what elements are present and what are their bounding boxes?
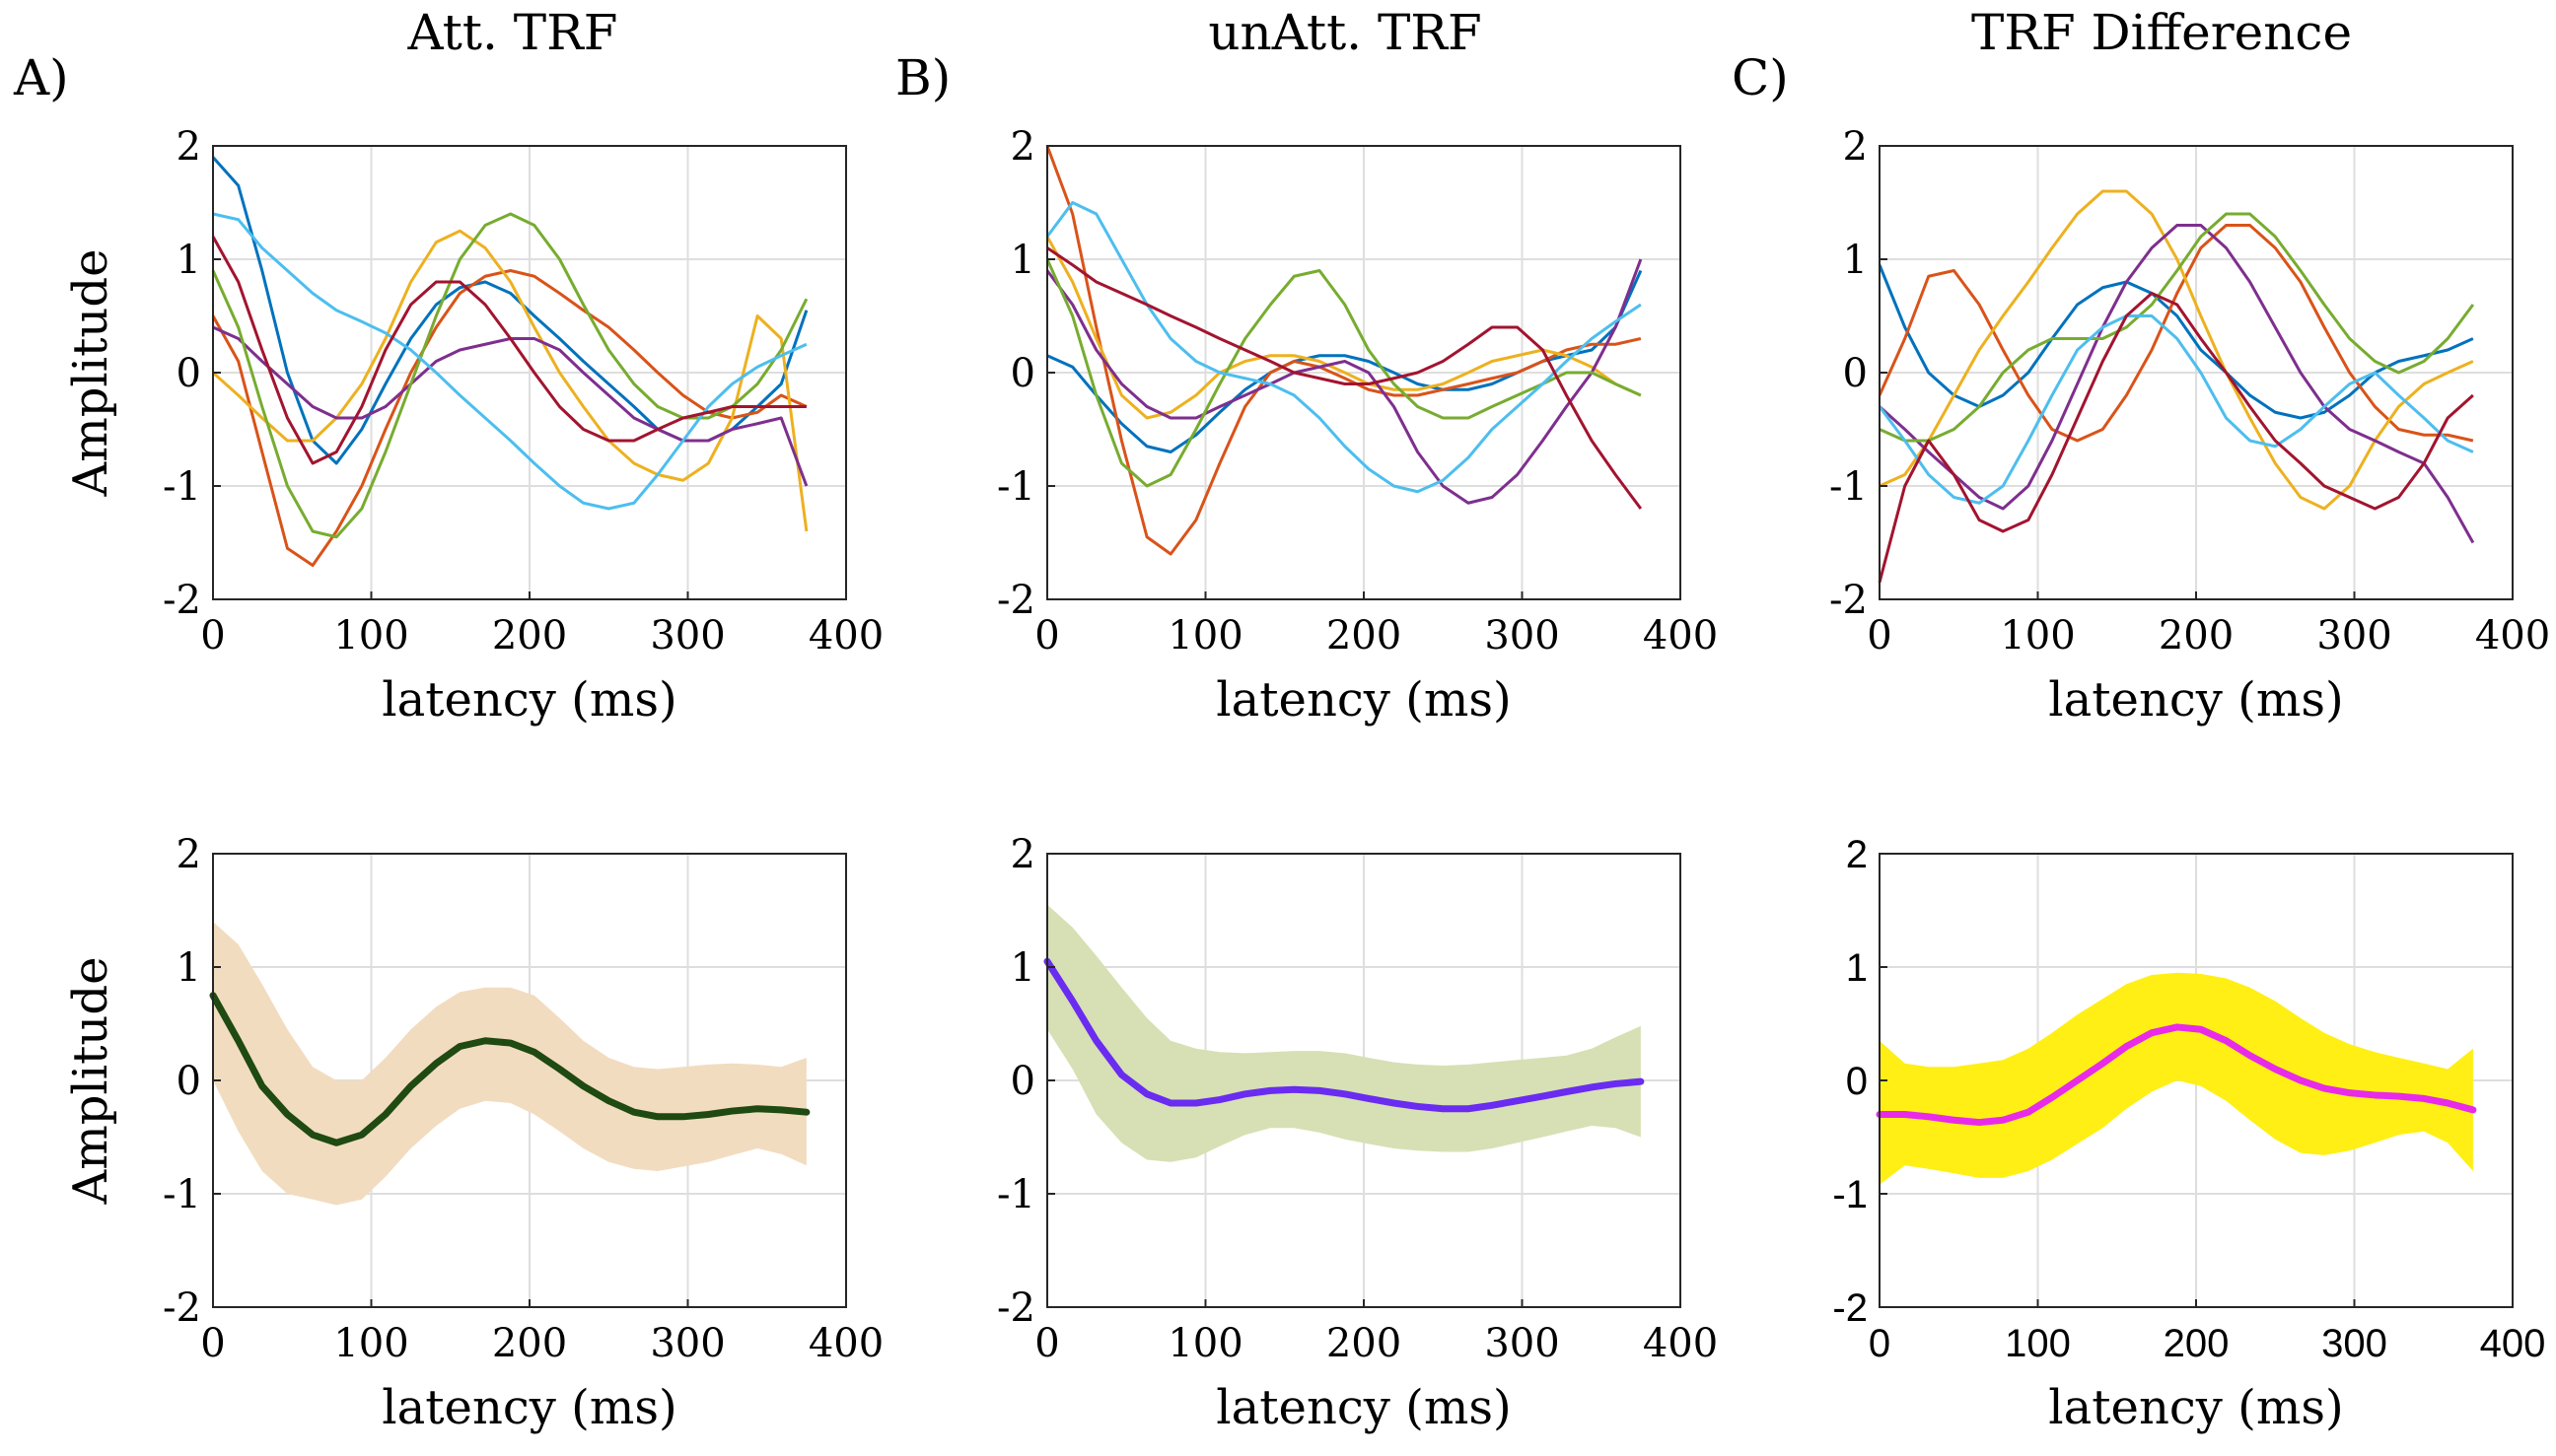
series-line-4: [1045, 258, 1643, 505]
x-tick-label: 0: [1867, 613, 1891, 659]
x-tick-label: 200: [1326, 1321, 1401, 1366]
x-tick-label: 300: [1484, 1321, 1559, 1366]
y-tick-label: 0: [1011, 1059, 1035, 1104]
confidence-band: [1047, 904, 1641, 1162]
att-trf-mean-plot: 0 100 200 300 400 -2 -1 0 1 2 latency (ms) Amplitud…: [63, 832, 884, 1435]
att-trf-subjects-plot: 0 100 200 300 400 -2 -1 0 1 2 latency (ms) Amplitud…: [63, 124, 884, 728]
x-axis-label: latency (ms): [382, 672, 676, 728]
x-tick-label: 100: [1168, 1321, 1242, 1366]
x-tick-label: 100: [333, 613, 408, 659]
unatt-trf-mean-plot: 0 100 200 300 400 -2 -1 0 1 2 latency (ms): [997, 832, 1718, 1435]
y-tick-label: 1: [1846, 946, 1868, 990]
series-line-7: [211, 236, 807, 465]
y-tick-label: -1: [163, 1172, 201, 1217]
y-tick-label: -2: [163, 1285, 201, 1331]
series-line-6: [1878, 314, 2474, 505]
y-tick-label: -1: [997, 1172, 1035, 1217]
y-tick-label: -2: [1832, 1286, 1868, 1330]
series-line-7: [1046, 246, 1643, 510]
y-tick-label: 2: [1846, 833, 1868, 876]
series-line-5: [211, 212, 809, 539]
y-tick-label: 2: [177, 124, 201, 170]
x-tick-label: 100: [1168, 613, 1242, 659]
series-line-2: [1878, 224, 2474, 443]
y-tick-label: 2: [177, 832, 201, 877]
y-tick-label: 0: [1011, 351, 1035, 396]
x-tick-label: 300: [1484, 613, 1559, 659]
x-tick-label: 300: [650, 613, 725, 659]
x-tick-label: 100: [2005, 1322, 2071, 1365]
x-tick-label: 0: [1034, 1321, 1059, 1366]
y-tick-label: -1: [163, 464, 201, 510]
trf-difference-mean-plot: 0 100 200 300 400 -2 -1 0 1 2 latency (ms): [1832, 833, 2545, 1435]
series-line-6: [212, 212, 808, 511]
x-tick-label: 400: [1643, 613, 1718, 659]
confidence-band: [1880, 972, 2473, 1185]
y-tick-label: -1: [1829, 464, 1868, 510]
column-title-diff: TRF Difference: [1971, 4, 2352, 61]
y-tick-label: 2: [1843, 124, 1868, 170]
unatt-trf-subjects-plot: 0 100 200 300 400 -2 -1 0 1 2 latency (ms): [997, 124, 1718, 728]
x-tick-label: 300: [650, 1321, 725, 1366]
y-tick-label: 1: [1011, 945, 1035, 991]
x-tick-label: 0: [1034, 613, 1059, 659]
x-tick-label: 300: [2316, 613, 2391, 659]
y-tick-label: 1: [177, 238, 201, 283]
x-axis-label: latency (ms): [382, 1380, 676, 1435]
y-tick-label: 0: [177, 1059, 201, 1104]
series-line-4: [1878, 224, 2475, 544]
x-tick-label: 0: [200, 613, 225, 659]
series-line-3: [211, 229, 809, 532]
x-tick-label: 400: [1643, 1321, 1718, 1366]
y-tick-label: -1: [1832, 1173, 1868, 1216]
y-tick-label: -2: [997, 578, 1035, 623]
series-line-5: [1879, 212, 2475, 443]
y-tick-label: -1: [997, 464, 1035, 510]
column-title-unatt: unAtt. TRF: [1208, 4, 1481, 61]
series-line-7: [1878, 292, 2474, 584]
x-tick-label: 200: [492, 1321, 567, 1366]
mean-line: [209, 992, 811, 1146]
trf-difference-subjects-plot: 0 100 200 300 400 -2 -1 0 1 2 latency (ms): [1829, 124, 2550, 728]
y-tick-label: -2: [997, 1285, 1035, 1331]
y-tick-label: 0: [177, 351, 201, 396]
x-tick-label: 400: [2475, 613, 2550, 659]
x-axis-label: latency (ms): [2048, 1380, 2343, 1435]
x-axis-label: latency (ms): [1216, 672, 1511, 728]
x-axis-label: latency (ms): [1216, 1380, 1511, 1435]
y-axis-label: Amplitude: [63, 957, 118, 1206]
mean-line: [1876, 1023, 2477, 1127]
x-tick-label: 100: [2000, 613, 2075, 659]
x-tick-label: 100: [333, 1321, 408, 1366]
x-tick-label: 200: [2164, 1322, 2230, 1365]
y-axis-label: Amplitude: [63, 249, 118, 498]
x-tick-label: 0: [1869, 1322, 1890, 1365]
x-tick-label: 400: [809, 1321, 884, 1366]
x-tick-label: 200: [1326, 613, 1401, 659]
y-tick-label: -2: [1829, 578, 1868, 623]
x-tick-label: 200: [2159, 613, 2234, 659]
y-tick-label: 2: [1011, 124, 1035, 170]
y-tick-label: 0: [1846, 1060, 1868, 1103]
x-axis-label: latency (ms): [2048, 672, 2343, 728]
x-tick-label: 300: [2321, 1322, 2387, 1365]
y-tick-label: 0: [1843, 351, 1868, 396]
x-tick-label: 400: [809, 613, 884, 659]
x-tick-label: 200: [492, 613, 567, 659]
y-tick-label: -2: [163, 578, 201, 623]
y-tick-label: 2: [1011, 832, 1035, 877]
panel-letter-a: A): [13, 49, 69, 106]
panel-letter-c: C): [1732, 49, 1789, 106]
y-tick-label: 1: [177, 945, 201, 991]
x-tick-label: 400: [2480, 1322, 2546, 1365]
mean-line: [1043, 957, 1645, 1113]
x-tick-label: 0: [200, 1321, 225, 1366]
panel-letter-b: B): [895, 49, 951, 106]
y-tick-label: 1: [1011, 238, 1035, 283]
y-tick-label: 1: [1843, 238, 1868, 283]
series-line-2: [1045, 145, 1642, 556]
column-title-att: Att. TRF: [407, 4, 618, 61]
